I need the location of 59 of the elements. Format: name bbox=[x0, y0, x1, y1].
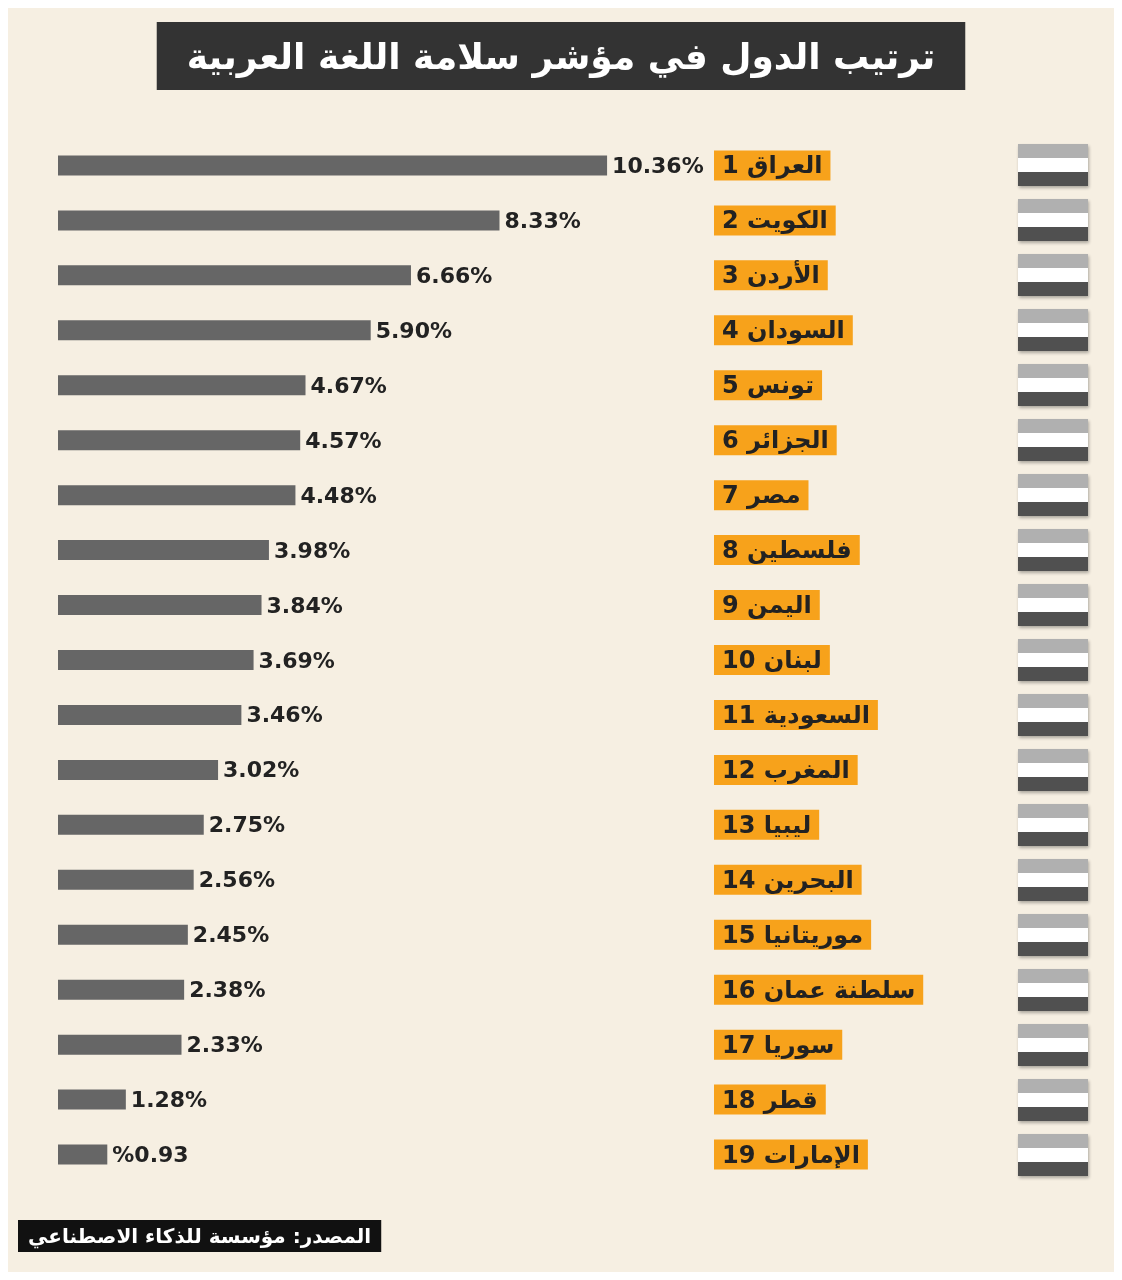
data-label: 4.48% bbox=[300, 482, 377, 508]
text: المصدر: مؤسسة للذكاء الاصطناعي bbox=[28, 1224, 372, 1249]
data-label: 10.36% bbox=[612, 152, 704, 178]
data-label: 2.45% bbox=[192, 922, 270, 948]
y-tick-label: 2 الكويت bbox=[722, 206, 828, 235]
bar bbox=[58, 155, 608, 176]
y-tick-label: 7 مصر bbox=[722, 481, 801, 510]
y-tick-label: 5 تونس bbox=[722, 371, 815, 400]
data-label: %0.93 bbox=[112, 1142, 189, 1168]
bar bbox=[58, 704, 242, 725]
y-tick-label: 6 الجزائر bbox=[722, 426, 829, 455]
data-label: 4.57% bbox=[305, 427, 382, 453]
y-tick-label: 12 المغرب bbox=[722, 755, 850, 784]
y-tick-label: 14 البحرين bbox=[722, 865, 854, 894]
bar bbox=[58, 265, 411, 286]
bar bbox=[58, 210, 500, 231]
data-label: 2.75% bbox=[208, 812, 286, 838]
bar bbox=[58, 430, 301, 451]
bar bbox=[58, 924, 188, 945]
y-tick-label: 19 الإمارات bbox=[722, 1140, 860, 1169]
bar bbox=[58, 485, 296, 506]
data-label: 3.69% bbox=[258, 647, 335, 673]
bar bbox=[58, 375, 306, 396]
data-label: 8.33% bbox=[504, 207, 581, 233]
data-label: 3.02% bbox=[223, 757, 300, 783]
bar bbox=[58, 979, 185, 1000]
data-label: 3.84% bbox=[266, 592, 343, 618]
data-label: 2.56% bbox=[198, 867, 276, 893]
data-label: 3.46% bbox=[246, 702, 323, 728]
y-tick-label: 3 الأردن bbox=[722, 260, 820, 290]
y-tick-label: 17 سوريا bbox=[722, 1030, 835, 1059]
y-tick-label: 4 السودان bbox=[722, 316, 845, 345]
bar bbox=[58, 1034, 182, 1055]
bar bbox=[58, 650, 254, 670]
data-label: 3.98% bbox=[273, 537, 351, 563]
data-label: 2.38% bbox=[189, 977, 266, 1003]
y-tick-label: 13 ليبيا bbox=[722, 810, 812, 839]
bar bbox=[58, 595, 262, 616]
bar bbox=[58, 759, 219, 780]
bar bbox=[58, 320, 371, 341]
y-tick-label: 18 قطر bbox=[722, 1085, 818, 1114]
y-tick-label: 10 لبنان bbox=[722, 646, 822, 674]
chart-title: ترتيب الدول في مؤشر سلامة اللغة العربية bbox=[186, 35, 936, 78]
y-tick-label: 9 اليمن bbox=[722, 591, 812, 620]
bar bbox=[58, 1089, 126, 1110]
y-tick-label: 11 السعودية bbox=[722, 700, 870, 729]
bar bbox=[58, 814, 204, 835]
bar bbox=[58, 869, 194, 890]
data-label: 1.28% bbox=[130, 1087, 208, 1113]
y-tick-label: 16 سلطنة عمان bbox=[722, 975, 916, 1004]
y-tick-label: 15 موريتانيا bbox=[722, 920, 864, 949]
data-label: 5.90% bbox=[375, 317, 453, 343]
y-tick-label: 8 فلسطين bbox=[722, 536, 852, 565]
bar bbox=[58, 540, 269, 561]
y-tick-label: 1 العراق bbox=[722, 151, 823, 180]
data-label: 6.66% bbox=[415, 262, 493, 288]
data-label: 4.67% bbox=[310, 372, 387, 398]
bar bbox=[58, 1144, 108, 1165]
data-label: 2.33% bbox=[186, 1032, 263, 1058]
